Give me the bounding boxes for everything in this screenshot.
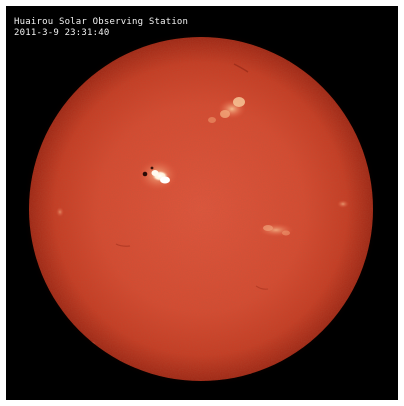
active-regions [56,63,349,347]
plage-left-limb [56,207,64,217]
surface-texture [29,37,373,381]
filament [233,63,249,73]
sunspot [142,171,148,177]
solar-image-frame: Huairou Solar Observing Station 2011-3-9… [6,6,398,400]
plage-right-limb [337,200,349,208]
observation-caption: Huairou Solar Observing Station 2011-3-9… [14,17,188,39]
sun-image [6,6,398,400]
station-name: Huairou Solar Observing Station [14,17,189,27]
plage-lower-right [258,223,294,237]
observation-timestamp: 2011-3-9 23:31:40 [14,28,110,38]
